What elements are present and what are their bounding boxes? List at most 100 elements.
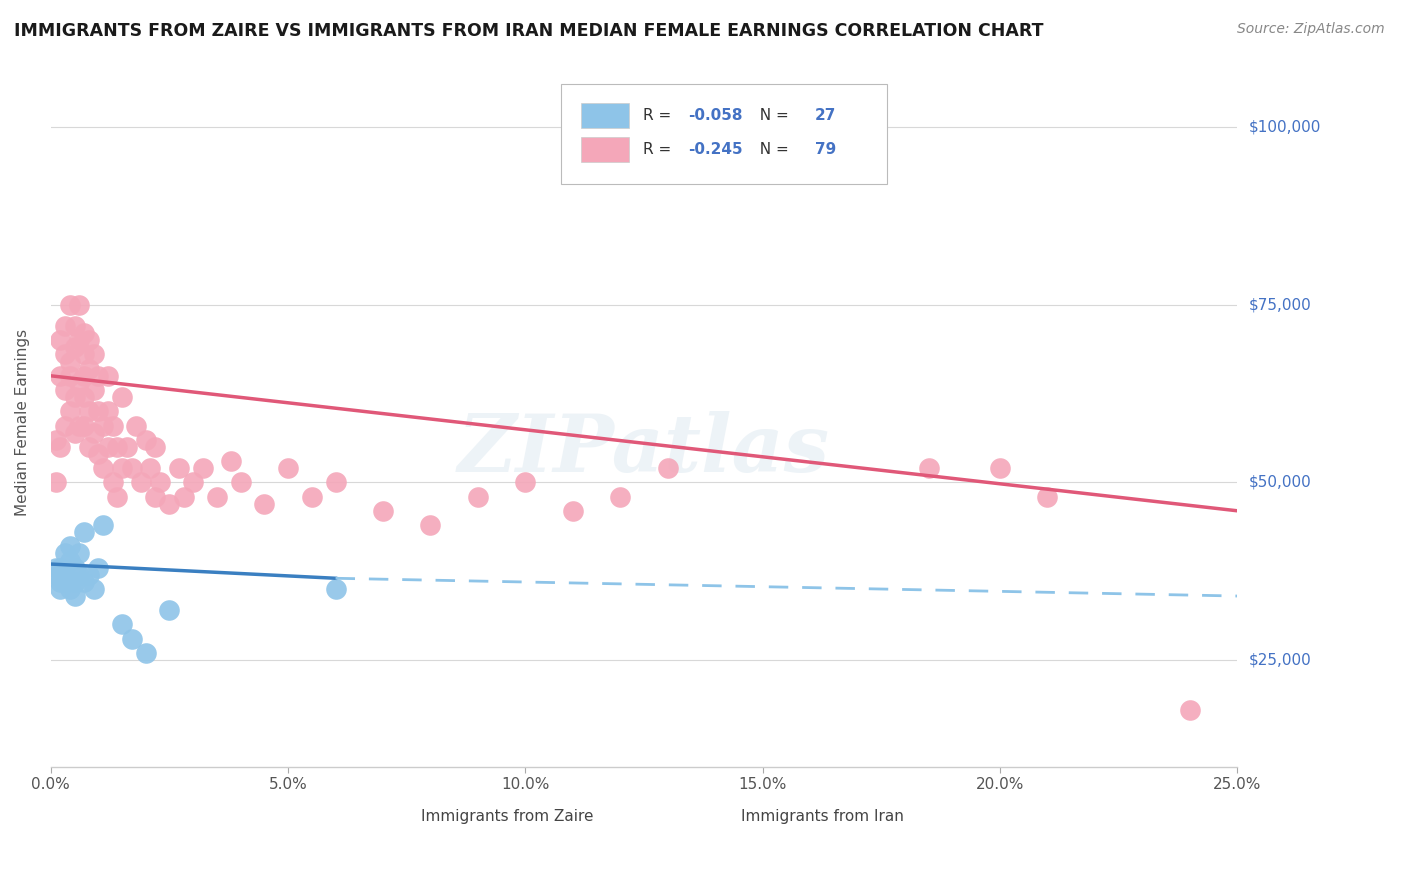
Point <box>173 490 195 504</box>
Point <box>53 347 76 361</box>
Point <box>101 418 124 433</box>
Point <box>515 475 537 490</box>
Point <box>63 425 86 440</box>
Point <box>159 497 181 511</box>
Point <box>101 475 124 490</box>
Text: ZIPatlas: ZIPatlas <box>458 411 830 488</box>
Point <box>63 574 86 589</box>
Y-axis label: Median Female Earnings: Median Female Earnings <box>15 328 30 516</box>
Point <box>73 368 96 383</box>
Text: -0.245: -0.245 <box>688 143 742 157</box>
Point <box>561 504 583 518</box>
Point <box>219 454 242 468</box>
Text: $25,000: $25,000 <box>1249 652 1310 667</box>
Point <box>111 617 134 632</box>
Point <box>111 390 134 404</box>
Point <box>149 475 172 490</box>
Text: N =: N = <box>749 108 793 123</box>
Point <box>467 490 489 504</box>
Point <box>143 440 166 454</box>
Point <box>67 333 90 347</box>
Point <box>53 546 76 560</box>
Point <box>77 404 100 418</box>
Point <box>918 461 941 475</box>
Point <box>49 333 72 347</box>
Point <box>63 319 86 334</box>
Point <box>77 440 100 454</box>
Point <box>91 461 114 475</box>
Point <box>105 490 128 504</box>
Point <box>67 418 90 433</box>
Point <box>67 298 90 312</box>
Point <box>49 440 72 454</box>
Point <box>97 404 120 418</box>
Point <box>159 603 181 617</box>
Point <box>325 582 347 596</box>
Point <box>125 418 148 433</box>
Point <box>45 433 67 447</box>
Point <box>67 376 90 390</box>
Point <box>657 461 679 475</box>
Point <box>105 440 128 454</box>
Point <box>67 567 90 582</box>
Point <box>135 646 157 660</box>
Point <box>45 560 67 574</box>
Point <box>91 418 114 433</box>
FancyBboxPatch shape <box>581 137 628 162</box>
Point <box>83 383 105 397</box>
Point <box>63 390 86 404</box>
Point <box>73 574 96 589</box>
Point <box>111 461 134 475</box>
Point <box>135 433 157 447</box>
Point <box>63 560 86 574</box>
Point <box>83 425 105 440</box>
Point <box>205 490 228 504</box>
Point <box>253 497 276 511</box>
Text: R =: R = <box>643 108 676 123</box>
Point <box>59 582 82 596</box>
Point <box>143 490 166 504</box>
Point <box>91 518 114 533</box>
Point <box>73 418 96 433</box>
Point <box>59 298 82 312</box>
Point <box>73 347 96 361</box>
Text: $50,000: $50,000 <box>1249 475 1310 490</box>
Point <box>609 490 631 504</box>
Point <box>97 440 120 454</box>
Point <box>167 461 190 475</box>
Text: Immigrants from Zaire: Immigrants from Zaire <box>420 809 593 823</box>
Text: Source: ZipAtlas.com: Source: ZipAtlas.com <box>1237 22 1385 37</box>
Point <box>87 447 110 461</box>
Text: 79: 79 <box>815 143 837 157</box>
Point <box>59 539 82 553</box>
Point <box>49 368 72 383</box>
Text: R =: R = <box>643 143 676 157</box>
Point <box>53 383 76 397</box>
Point <box>121 632 143 646</box>
Point <box>87 560 110 574</box>
Point <box>73 525 96 540</box>
Point <box>87 404 110 418</box>
Text: N =: N = <box>749 143 793 157</box>
Point <box>77 333 100 347</box>
Point <box>97 368 120 383</box>
Point <box>301 490 323 504</box>
Point <box>59 354 82 368</box>
Point <box>63 589 86 603</box>
Point <box>53 574 76 589</box>
Text: Immigrants from Iran: Immigrants from Iran <box>741 809 904 823</box>
Point <box>59 553 82 567</box>
Point <box>988 461 1011 475</box>
Point <box>73 390 96 404</box>
Text: $75,000: $75,000 <box>1249 297 1310 312</box>
Point <box>371 504 394 518</box>
Point <box>419 518 441 533</box>
Point <box>121 461 143 475</box>
Point <box>59 368 82 383</box>
FancyBboxPatch shape <box>581 103 628 128</box>
Text: -0.058: -0.058 <box>688 108 742 123</box>
Point <box>325 475 347 490</box>
Point <box>229 475 252 490</box>
Point <box>83 347 105 361</box>
FancyBboxPatch shape <box>703 810 733 825</box>
